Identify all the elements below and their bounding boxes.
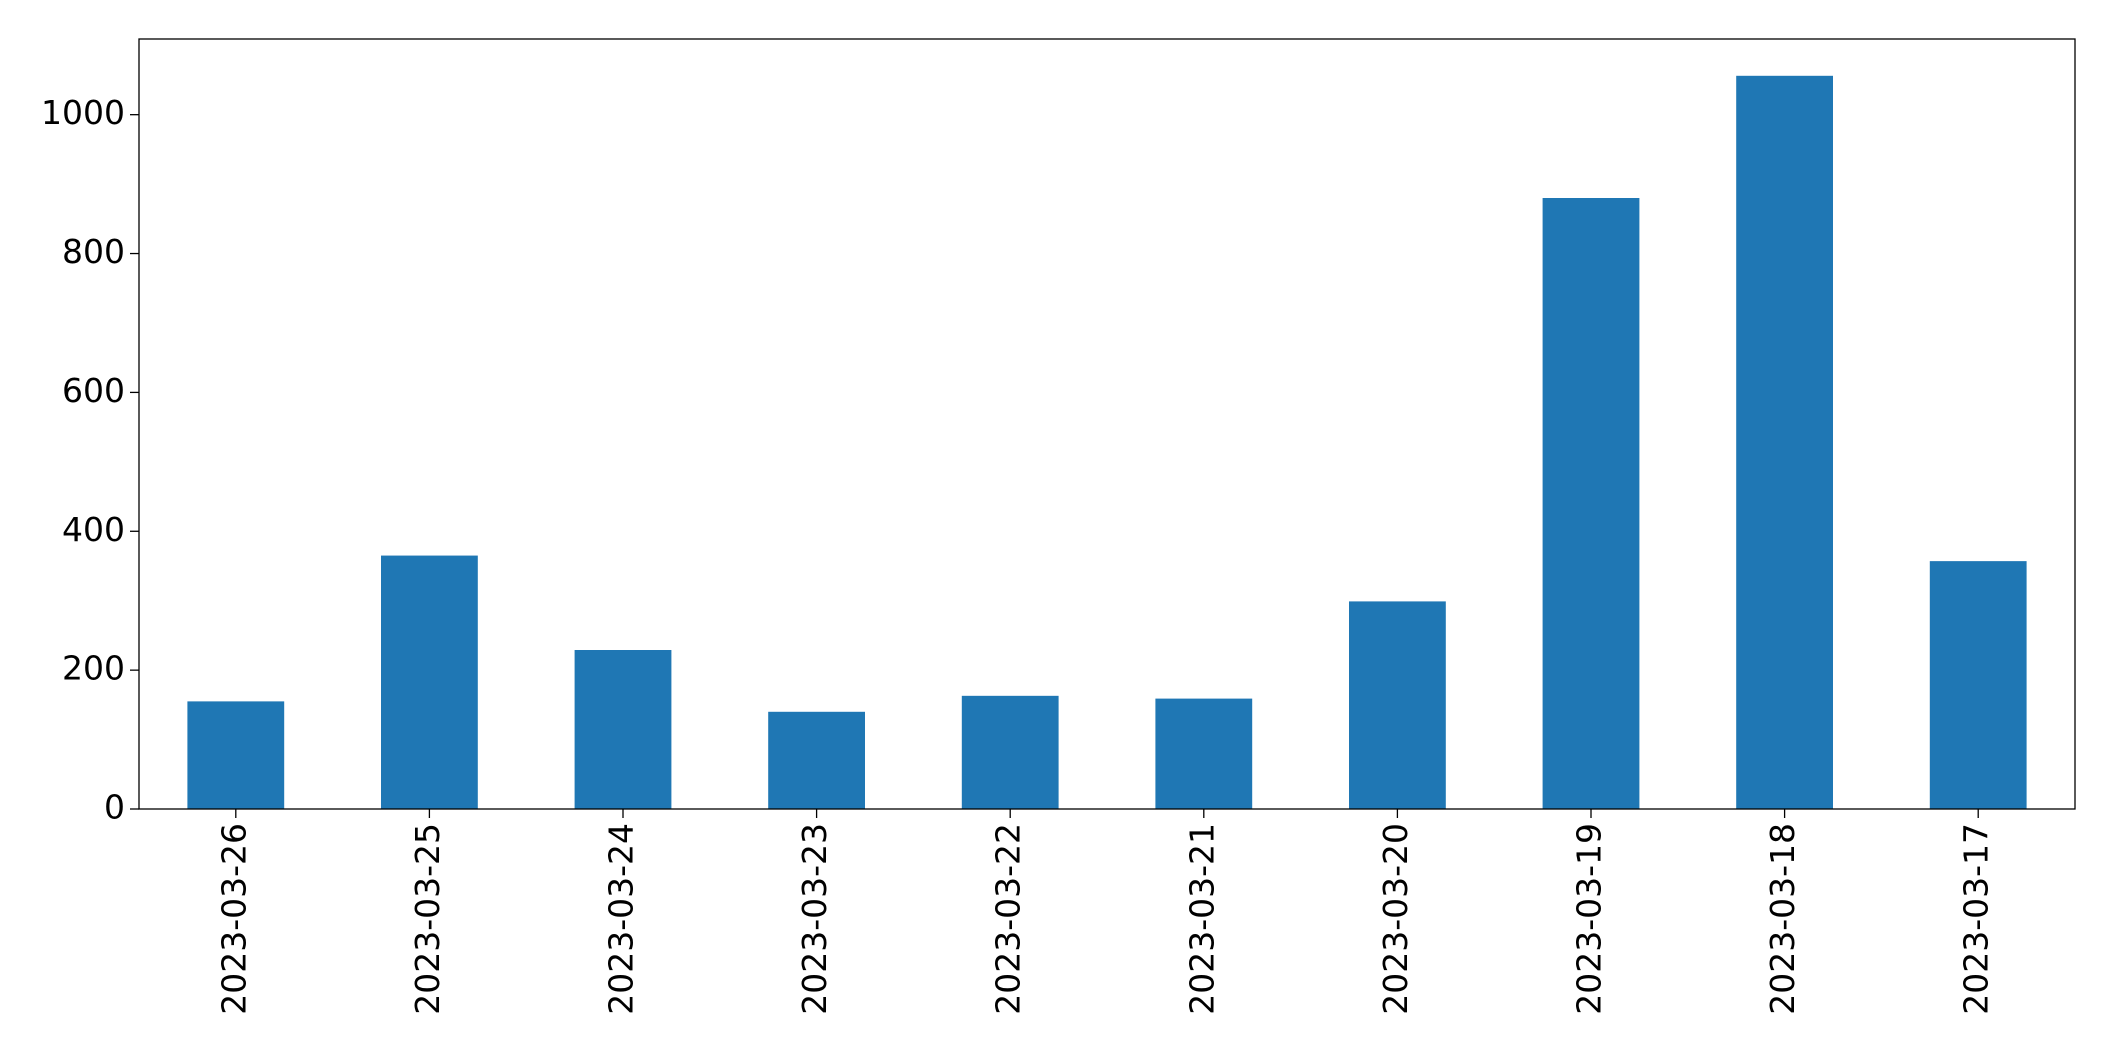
x-tick-label: 2023-03-21 [1182,823,1221,1015]
bar [961,695,1059,809]
bar [187,701,285,809]
x-tick-label: 2023-03-23 [795,823,834,1015]
y-tick-label: 0 [104,788,125,827]
x-tick-label: 2023-03-18 [1763,823,1802,1015]
y-tick-label: 200 [62,649,125,688]
bar [768,711,865,809]
y-tick-label: 600 [62,371,125,410]
y-tick-label: 400 [62,510,125,549]
x-tick-label: 2023-03-22 [989,823,1028,1015]
x-tick-label: 2023-03-17 [1957,823,1996,1015]
x-tick-label: 2023-03-24 [602,823,641,1015]
bar [1929,561,2027,809]
y-tick-label: 1000 [41,93,125,132]
x-tick-label: 2023-03-19 [1570,823,1609,1015]
plot-frame [138,38,2076,810]
bar [1736,75,1833,809]
bar [1155,698,1253,809]
x-tick-label: 2023-03-20 [1376,823,1415,1015]
x-tick-label: 2023-03-25 [408,823,447,1015]
y-tick-label: 800 [62,232,125,271]
bar [1542,197,1640,810]
bar [381,555,478,809]
bar [1349,601,1446,809]
bar [574,650,672,809]
x-tick-label: 2023-03-26 [214,823,253,1015]
